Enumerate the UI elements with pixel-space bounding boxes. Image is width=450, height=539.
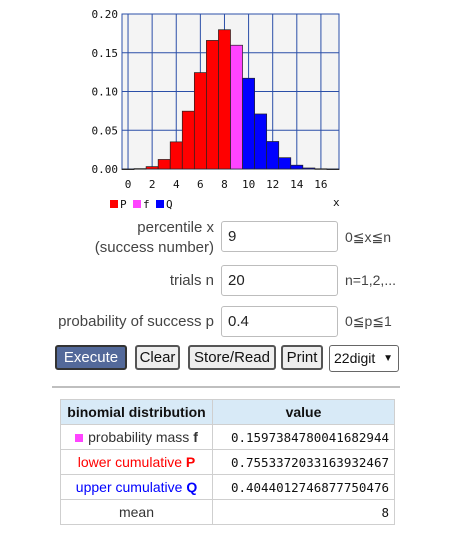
bar-x13 [278,157,292,170]
digits-select[interactable]: 22digit ▼ [329,345,399,372]
trials-hint: n=1,2,... [345,272,396,288]
pmf-value: 0.1597384780041682944 [212,424,395,450]
percentile-input[interactable] [221,221,338,252]
bar-x4 [169,141,183,170]
bar-x6 [193,72,207,170]
bar-x0 [121,168,135,170]
x-tick-label: 14 [290,178,304,191]
chevron-down-icon: ▼ [383,353,393,364]
table-row: probability mass f 0.1597384780041682944 [60,424,395,450]
print-button[interactable]: Print [281,345,323,370]
lower-value: 0.7553372033163932467 [212,449,395,475]
table-row: lower cumulative P 0.7553372033163932467 [60,449,395,475]
probability-hint: 0≦p≦1 [345,313,392,329]
mean-label: mean [60,499,213,525]
pmf-label-cell: probability mass f [60,424,213,450]
results-table: binomial distribution value probability … [60,399,395,525]
y-tick-labels: 0.00 0.05 0.10 0.15 0.20 [92,8,119,176]
percentile-label: percentile x (success number) [95,218,214,258]
table-row: mean 8 [60,499,395,525]
bar-x16 [314,168,328,170]
upper-value: 0.4044012746877750476 [212,474,395,500]
bar-x14 [290,164,304,170]
upper-label-cell: upper cumulative Q [60,474,213,500]
x-tick-label: 16 [314,178,327,191]
legend-swatch-Q [156,200,164,208]
probability-input[interactable] [221,306,338,337]
x-tick-label: 0 [125,178,132,191]
lower-symbol: P [185,454,196,470]
x-axis-label: x [333,196,340,209]
bar-x8 [218,29,231,170]
pmf-symbol: f [193,429,198,445]
divider [52,386,400,388]
percentile-label-line2: (success number) [94,239,214,256]
trials-input[interactable] [221,265,338,296]
y-tick-label: 0.15 [92,47,119,60]
lower-label-cell: lower cumulative P [60,449,213,475]
y-tick-label: 0.05 [92,124,119,137]
bar-x15 [302,167,316,170]
percentile-hint: 0≦x≦n [345,229,392,245]
digits-select-value: 22digit [334,350,376,366]
percentile-label-line1: percentile x [137,219,214,236]
percentile-row: percentile x (success number) 0≦x≦n [0,218,450,256]
legend-label-P: P [120,198,127,211]
table-header-row: binomial distribution value [60,399,395,425]
lower-label: lower cumulative [77,454,183,470]
bar-x2 [145,166,159,170]
y-tick-label: 0.20 [92,8,119,21]
y-tick-label: 0.00 [92,163,119,176]
bar-x1 [133,168,147,170]
upper-label: upper cumulative [75,479,183,495]
x-tick-labels: 0 2 4 6 8 10 12 14 16 [125,178,328,191]
table-row: upper cumulative Q 0.4044012746877750476 [60,474,395,500]
col-header-value: value [212,399,395,425]
legend-swatch-P [110,200,118,208]
y-tick-label: 0.10 [92,86,119,99]
bar-x12 [266,141,280,170]
bar-x10 [242,77,255,170]
legend-label-f: f [143,198,150,211]
x-tick-label: 8 [221,178,228,191]
upper-symbol: Q [186,479,198,495]
x-tick-label: 2 [149,178,156,191]
mean-value: 8 [212,499,395,525]
x-tick-label: 10 [242,178,255,191]
trials-label: trials n [169,272,214,289]
pmf-label: probability mass [88,429,190,445]
legend-label-Q: Q [166,198,173,211]
clear-button[interactable]: Clear [135,345,180,370]
bar-x17 [326,168,340,170]
bar-x3 [157,159,171,170]
execute-button[interactable]: Execute [55,345,127,370]
store-read-button[interactable]: Store/Read [188,345,276,370]
bar-x7 [206,40,219,170]
bar-x5 [181,110,195,170]
x-tick-label: 6 [197,178,204,191]
bars [121,29,340,170]
legend-swatch-f [133,200,141,208]
x-tick-label: 12 [266,178,279,191]
probability-row: probability of success p 0≦p≦1 [0,304,450,340]
bar-x9 [230,44,243,170]
probability-label: probability of success p [58,313,214,330]
col-header-name: binomial distribution [60,399,213,425]
bar-x11 [254,113,268,170]
x-tick-label: 4 [173,178,180,191]
trials-row: trials n n=1,2,... [0,263,450,299]
pmf-color-swatch [75,434,84,443]
